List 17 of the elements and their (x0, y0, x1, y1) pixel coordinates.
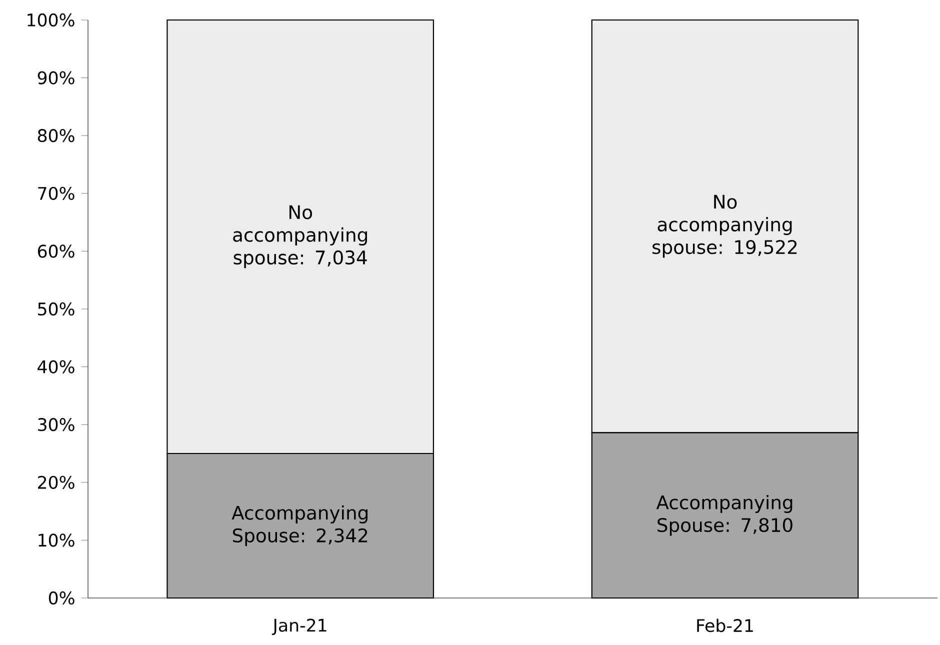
y-tick-label: 30% (38, 418, 74, 432)
y-tick-label: 10% (38, 534, 74, 547)
y-tick-label: 80% (38, 129, 74, 142)
y-tick-label: 50% (38, 302, 74, 316)
y-tick-label: 20% (38, 476, 74, 489)
y-tick-label: 90% (38, 71, 74, 84)
annotation: No accompanying spouse: 19,522 (652, 194, 797, 258)
y-tick-label: 100% (28, 13, 74, 27)
y-tick-label: 60% (38, 244, 74, 258)
annotation: Accompanying Spouse: 2,342 (232, 505, 368, 546)
annotation: No accompanying spouse: 7,034 (233, 205, 367, 268)
y-tick-label: 70% (38, 186, 74, 200)
x-tick-label: Jan-21 (272, 618, 326, 636)
x-tick-label: Feb-21 (697, 618, 753, 632)
annotation: Accompanying Spouse: 7,810 (656, 494, 792, 536)
y-tick-label: 0% (48, 591, 74, 605)
y-tick-label: 40% (38, 360, 74, 374)
